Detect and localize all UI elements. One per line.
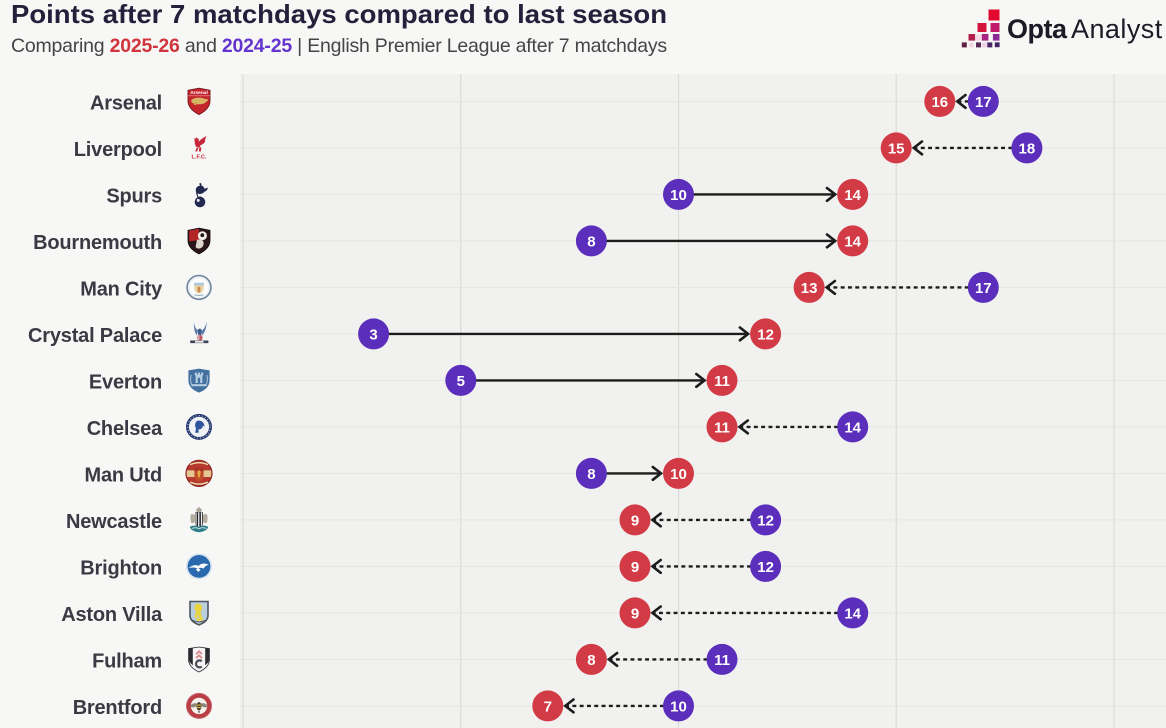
svg-text:12: 12 (757, 327, 774, 344)
svg-text:9: 9 (631, 559, 639, 576)
svg-text:10: 10 (670, 466, 687, 483)
svg-text:8: 8 (587, 234, 595, 251)
svg-text:9: 9 (631, 513, 639, 530)
svg-text:13: 13 (801, 280, 818, 297)
svg-text:3: 3 (369, 327, 377, 344)
svg-text:17: 17 (975, 280, 992, 297)
svg-text:Points after 7 matchdays compa: Points after 7 matchdays compared to las… (11, 0, 667, 29)
svg-text:11: 11 (714, 373, 730, 390)
svg-text:11: 11 (714, 652, 730, 669)
svg-text:L.F.C.: L.F.C. (192, 155, 207, 161)
svg-text:Man City: Man City (80, 278, 163, 300)
svg-text:9: 9 (631, 606, 639, 623)
svg-text:Man Utd: Man Utd (85, 464, 162, 486)
svg-text:Liverpool: Liverpool (74, 139, 162, 161)
svg-text:Comparing 2025-26 and 2024-25: Comparing 2025-26 and 2024-25 | English … (11, 35, 667, 57)
svg-text:Bournemouth: Bournemouth (33, 232, 162, 254)
svg-text:Brighton: Brighton (80, 557, 162, 579)
svg-text:8: 8 (587, 652, 595, 669)
svg-text:Crystal Palace: Crystal Palace (28, 325, 162, 347)
svg-text:Analyst: Analyst (1071, 14, 1163, 44)
svg-text:8: 8 (587, 466, 595, 483)
svg-text:14: 14 (844, 234, 861, 251)
svg-text:Chelsea: Chelsea (87, 418, 163, 440)
svg-text:15: 15 (888, 141, 905, 158)
svg-text:17: 17 (975, 94, 992, 111)
svg-text:Spurs: Spurs (106, 185, 162, 207)
svg-text:18: 18 (1019, 141, 1036, 158)
svg-text:10: 10 (670, 699, 687, 716)
svg-text:Everton: Everton (89, 371, 162, 393)
svg-text:14: 14 (844, 606, 861, 623)
svg-text:Arsenal: Arsenal (190, 90, 208, 96)
svg-text:Opta: Opta (1007, 14, 1068, 44)
svg-text:12: 12 (757, 513, 774, 530)
svg-text:Fulham: Fulham (92, 650, 162, 672)
svg-text:7: 7 (544, 699, 552, 716)
svg-text:Newcastle: Newcastle (66, 511, 162, 533)
svg-text:10: 10 (670, 187, 687, 204)
svg-text:11: 11 (714, 420, 730, 437)
svg-text:Aston Villa: Aston Villa (61, 604, 163, 626)
svg-text:14: 14 (844, 187, 861, 204)
svg-text:5: 5 (457, 373, 465, 390)
svg-text:Arsenal: Arsenal (90, 92, 162, 114)
svg-text:12: 12 (757, 559, 774, 576)
svg-text:14: 14 (844, 420, 861, 437)
svg-text:16: 16 (931, 94, 948, 111)
svg-text:Brentford: Brentford (73, 697, 162, 719)
